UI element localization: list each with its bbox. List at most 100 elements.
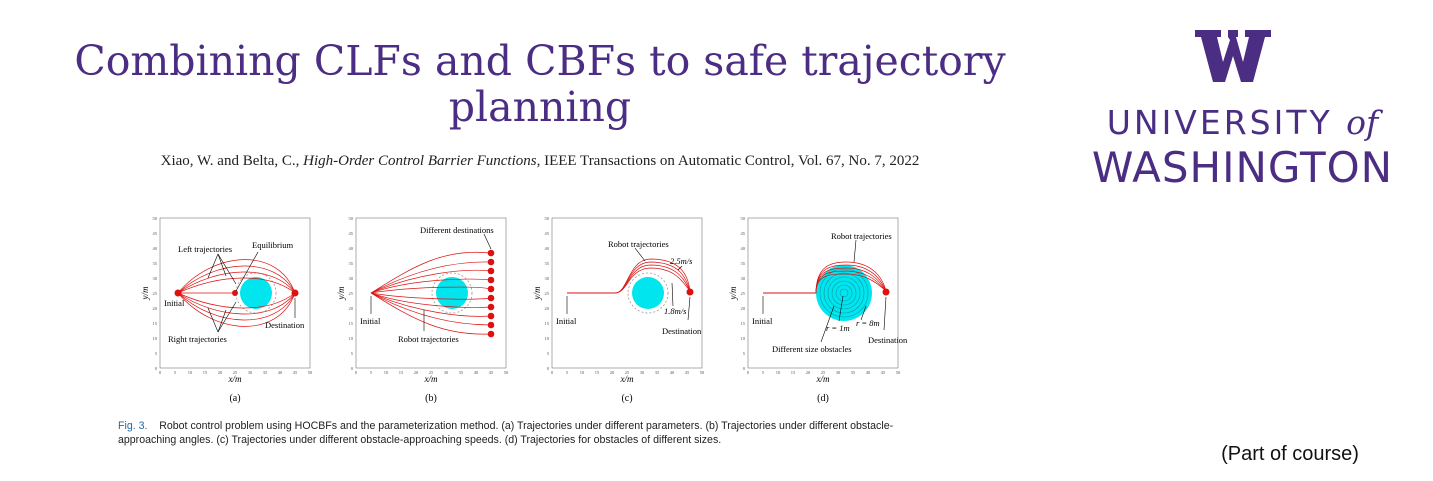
panel-d-annotation-0: Robot trajectories — [831, 231, 892, 241]
panel-c-annotation-1: 2.5m/s — [670, 256, 693, 266]
x-tick-label: 15 — [791, 370, 796, 375]
panel-d-obstacles — [816, 265, 872, 321]
figure-panel-b: 0 5 10 15 20 25 30 35 40 45 50 5045403530252015105… — [336, 216, 509, 404]
part-of-course-note: (Part of course) — [1221, 443, 1359, 465]
panel-c-annotation-0: Robot trajectories — [608, 239, 669, 249]
y-tick-label: 40 — [545, 246, 550, 251]
panel-b-x-ticks: 0 5 10 15 20 25 30 35 40 45 50 — [355, 370, 509, 375]
panel-b-trajectories — [370, 251, 492, 335]
y-tick-label: 15 — [349, 321, 354, 326]
figure-panel-d: 0 5 10 15 20 25 30 35 40 45 50 5045403530252015105… — [728, 216, 908, 404]
y-tick-label: 15 — [153, 321, 158, 326]
x-tick-label: 35 — [851, 370, 856, 375]
panel-c-axes-frame — [551, 217, 703, 369]
panel-d-x-ticks: 0 5 10 15 20 25 30 35 40 45 50 — [747, 370, 901, 375]
y-tick-label: 10 — [153, 336, 158, 341]
x-tick-label: 5 — [174, 370, 177, 375]
uw-wordmark-line2: WASHINGTON — [1091, 143, 1394, 192]
panel-b-destination-points — [487, 249, 495, 338]
figure-caption-text: Robot control problem using HOCBFs and t… — [118, 420, 894, 446]
x-tick-label: 35 — [655, 370, 660, 375]
x-tick-label: 15 — [203, 370, 208, 375]
y-tick-label: 25 — [741, 291, 746, 296]
panel-a-obstacle — [240, 277, 272, 309]
panel-c-destination-point — [686, 288, 694, 296]
x-tick-label: 45 — [685, 370, 690, 375]
y-tick-label: 50 — [349, 216, 354, 221]
x-tick-label: 45 — [881, 370, 886, 375]
panel-b-obstacle — [436, 277, 468, 309]
uw-of-text: of — [1346, 103, 1379, 142]
y-tick-label: 50 — [545, 216, 550, 221]
y-tick-label: 0 — [155, 366, 158, 371]
panel-d-annotation-4: Different size obstacles — [772, 344, 852, 354]
y-tick-label: 20 — [153, 306, 158, 311]
x-tick-label: 10 — [384, 370, 389, 375]
y-tick-label: 5 — [351, 351, 354, 356]
x-tick-label: 0 — [747, 370, 750, 375]
x-tick-label: 20 — [806, 370, 811, 375]
x-tick-label: 30 — [444, 370, 449, 375]
panel-c-annotation-2: Initial — [556, 316, 577, 326]
panel-a-annotation-2: Initial — [164, 298, 185, 308]
panel-a-label: (a) — [229, 393, 240, 404]
panel-c-safety-boundary — [627, 272, 669, 314]
x-tick-label: 20 — [610, 370, 615, 375]
y-tick-label: 25 — [153, 291, 158, 296]
x-tick-label: 15 — [399, 370, 404, 375]
y-tick-label: 20 — [545, 306, 550, 311]
y-tick-label: 35 — [545, 261, 550, 266]
x-tick-label: 50 — [504, 370, 509, 375]
figure-panel-a: 0 5 10 15 20 25 30 35 40 45 50 5045403530252015105… — [140, 216, 313, 404]
y-tick-label: 35 — [349, 261, 354, 266]
x-tick-label: 40 — [278, 370, 283, 375]
y-tick-label: 15 — [545, 321, 550, 326]
x-tick-label: 25 — [821, 370, 826, 375]
x-tick-label: 10 — [776, 370, 781, 375]
panel-a-equilibrium-point — [232, 290, 238, 296]
y-tick-label: 45 — [545, 231, 550, 236]
panel-d-y-axis-label: y/m — [728, 286, 738, 300]
y-tick-label: 0 — [351, 366, 354, 371]
panel-a-annotation-3: Destination — [265, 320, 305, 330]
panel-d-trajectories — [763, 261, 887, 294]
x-tick-label: 10 — [188, 370, 193, 375]
y-tick-label: 10 — [741, 336, 746, 341]
y-tick-label: 0 — [743, 366, 746, 371]
x-tick-label: 50 — [700, 370, 705, 375]
x-tick-label: 40 — [866, 370, 871, 375]
x-tick-label: 0 — [355, 370, 358, 375]
panel-c-label: (c) — [621, 393, 632, 404]
panel-a-y-axis-label: y/m — [140, 286, 150, 300]
panel-b-y-axis-label: y/m — [336, 286, 346, 300]
y-tick-label: 5 — [155, 351, 158, 356]
panel-a-annotation-1: Equilibrium — [252, 240, 293, 250]
y-tick-label: 30 — [545, 276, 550, 281]
y-tick-label: 35 — [153, 261, 158, 266]
panel-b-label: (b) — [425, 393, 437, 404]
panel-d-destination-point — [882, 288, 890, 296]
x-tick-label: 0 — [551, 370, 554, 375]
y-tick-label: 5 — [743, 351, 746, 356]
panel-d-annotation-3: r = 8m — [856, 318, 880, 328]
y-tick-label: 10 — [545, 336, 550, 341]
panel-a-axes-frame — [159, 217, 311, 369]
panel-b-annotation-1: Initial — [360, 316, 381, 326]
panel-b-annotation-arrows — [370, 233, 492, 331]
panel-d-x-axis-label: x/m — [816, 374, 830, 384]
x-tick-label: 25 — [233, 370, 238, 375]
panel-d-annotation-arrows — [762, 239, 887, 343]
uw-logo: UNIVERSITY of WASHINGTON — [1070, 30, 1415, 200]
y-tick-label: 30 — [349, 276, 354, 281]
citation-paper-title: High-Order Control Barrier Functions, — [303, 153, 541, 169]
y-tick-label: 30 — [153, 276, 158, 281]
citation-venue: IEEE Transactions on Automatic Control, … — [540, 153, 920, 169]
panel-a-initial-point — [174, 289, 182, 297]
x-tick-label: 35 — [263, 370, 268, 375]
y-tick-label: 45 — [349, 231, 354, 236]
panel-d-axes-frame — [747, 217, 899, 369]
y-tick-label: 30 — [741, 276, 746, 281]
slide-title: Combining CLFs and CBFs to safe trajecto… — [74, 37, 1006, 131]
x-tick-label: 15 — [595, 370, 600, 375]
